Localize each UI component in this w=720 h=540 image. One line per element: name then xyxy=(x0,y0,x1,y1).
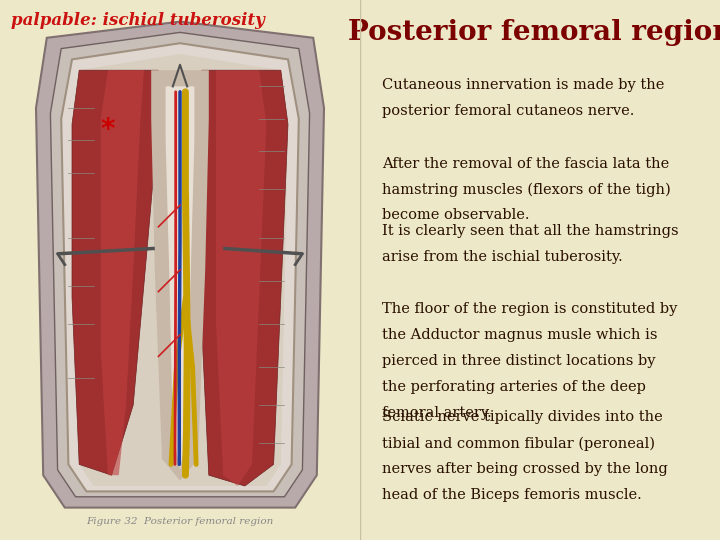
Text: femoral artery.: femoral artery. xyxy=(382,406,491,420)
Text: the Adductor magnus musle which is: the Adductor magnus musle which is xyxy=(382,328,657,342)
Text: Sciatic nerve tipically divides into the: Sciatic nerve tipically divides into the xyxy=(382,410,662,424)
Text: Figure 32  Posterior femoral region: Figure 32 Posterior femoral region xyxy=(86,517,274,526)
Text: the perforating arteries of the deep: the perforating arteries of the deep xyxy=(382,380,645,394)
Text: head of the Biceps femoris muscle.: head of the Biceps femoris muscle. xyxy=(382,488,642,502)
Polygon shape xyxy=(72,54,288,486)
Polygon shape xyxy=(36,22,324,508)
Text: It is clearly seen that all the hamstrings: It is clearly seen that all the hamstrin… xyxy=(382,224,678,238)
Polygon shape xyxy=(202,70,288,486)
Text: palpable: ischial tuberosity: palpable: ischial tuberosity xyxy=(11,12,264,29)
Text: *: * xyxy=(101,116,115,144)
Text: hamstring muscles (flexors of the tigh): hamstring muscles (flexors of the tigh) xyxy=(382,183,670,197)
Polygon shape xyxy=(72,70,158,475)
Text: arise from the ischial tuberosity.: arise from the ischial tuberosity. xyxy=(382,250,622,264)
Text: Posterior femoral region: Posterior femoral region xyxy=(348,19,720,46)
Text: posterior femoral cutaneos nerve.: posterior femoral cutaneos nerve. xyxy=(382,104,634,118)
Text: become observable.: become observable. xyxy=(382,208,529,222)
Text: pierced in three distinct locations by: pierced in three distinct locations by xyxy=(382,354,655,368)
Polygon shape xyxy=(216,70,266,486)
Text: The floor of the region is constituted by: The floor of the region is constituted b… xyxy=(382,302,677,316)
Polygon shape xyxy=(151,70,209,481)
Text: tibial and common fibular (peroneal): tibial and common fibular (peroneal) xyxy=(382,436,654,451)
Polygon shape xyxy=(101,70,144,475)
Polygon shape xyxy=(166,86,194,470)
Polygon shape xyxy=(50,32,310,497)
Polygon shape xyxy=(61,43,299,491)
Text: After the removal of the fascia lata the: After the removal of the fascia lata the xyxy=(382,157,669,171)
Text: nerves after being crossed by the long: nerves after being crossed by the long xyxy=(382,462,667,476)
Text: Cutaneous innervation is made by the: Cutaneous innervation is made by the xyxy=(382,78,664,92)
